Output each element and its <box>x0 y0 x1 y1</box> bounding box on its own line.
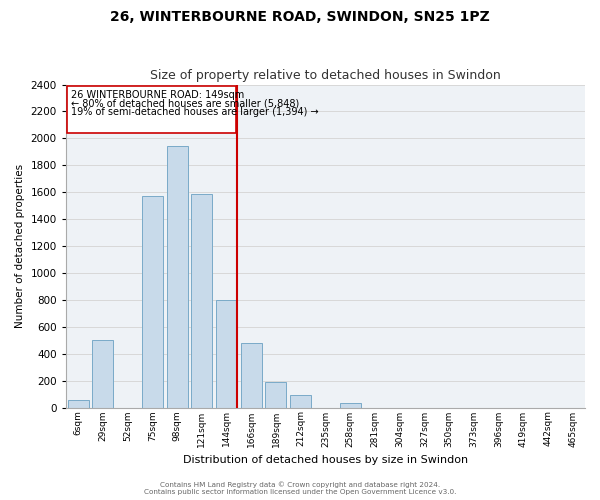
Bar <box>216 300 237 408</box>
Text: Contains HM Land Registry data © Crown copyright and database right 2024.: Contains HM Land Registry data © Crown c… <box>160 481 440 488</box>
Text: 19% of semi-detached houses are larger (1,394) →: 19% of semi-detached houses are larger (… <box>71 108 319 118</box>
Y-axis label: Number of detached properties: Number of detached properties <box>15 164 25 328</box>
Bar <box>167 146 188 408</box>
Text: Contains public sector information licensed under the Open Government Licence v3: Contains public sector information licen… <box>144 489 456 495</box>
Bar <box>68 400 89 407</box>
Bar <box>92 340 113 407</box>
Bar <box>241 343 262 407</box>
Title: Size of property relative to detached houses in Swindon: Size of property relative to detached ho… <box>150 69 501 82</box>
Bar <box>340 403 361 407</box>
Bar <box>290 394 311 407</box>
Bar <box>142 196 163 408</box>
Text: 26 WINTERBOURNE ROAD: 149sqm: 26 WINTERBOURNE ROAD: 149sqm <box>71 90 244 100</box>
Bar <box>67 86 236 133</box>
Text: 26, WINTERBOURNE ROAD, SWINDON, SN25 1PZ: 26, WINTERBOURNE ROAD, SWINDON, SN25 1PZ <box>110 10 490 24</box>
Bar <box>265 382 286 407</box>
X-axis label: Distribution of detached houses by size in Swindon: Distribution of detached houses by size … <box>183 455 468 465</box>
Text: ← 80% of detached houses are smaller (5,848): ← 80% of detached houses are smaller (5,… <box>71 98 299 108</box>
Bar <box>191 194 212 408</box>
